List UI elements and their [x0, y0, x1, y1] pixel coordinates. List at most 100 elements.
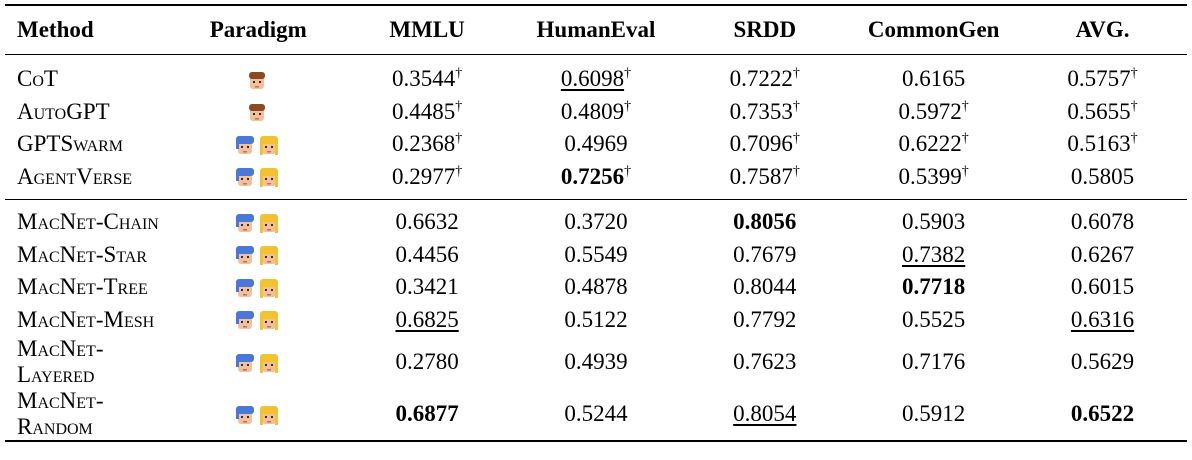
paradigm-cell: [174, 55, 343, 96]
paradigm-cell: [174, 128, 343, 161]
score-value: 0.6825: [395, 306, 459, 332]
score-cell: 0.5163†: [1018, 128, 1187, 161]
table-row: CoT 0.3544† 0.6098† 0.7222† 0.6165 0.5757†: [5, 55, 1187, 96]
score-cell: 0.5757†: [1018, 55, 1187, 96]
score-value: 0.5629: [1070, 349, 1135, 374]
column-header: SRDD: [733, 17, 797, 42]
score-value: 0.6078: [1070, 209, 1135, 235]
score-value: 0.6632: [395, 209, 459, 235]
table-body: CoT 0.3544† 0.6098† 0.7222† 0.6165 0.5757† Aut…: [5, 55, 1187, 441]
score-value: 0.3720: [564, 209, 628, 235]
score-cell: 0.6222†: [849, 128, 1018, 161]
score-value: 0.7096: [729, 131, 793, 157]
method-name: MacNet-Chain: [17, 209, 159, 235]
score-value: 0.4456: [395, 241, 459, 267]
paradigm-icon: [236, 213, 279, 233]
score-cell: 0.6877: [343, 388, 512, 441]
column-header: Method: [17, 17, 94, 42]
score-value: 0.7353: [729, 98, 793, 124]
score-value: 0.3544: [391, 66, 456, 92]
paradigm-cell: [174, 96, 343, 129]
page: Method Paradigm MMLU HumanEval SRDD CommonGen…: [0, 4, 1192, 460]
score-cell: 0.6825: [343, 304, 512, 337]
score-cell: 0.3720: [512, 200, 681, 239]
score-value: 0.6522: [1070, 401, 1135, 426]
score-cell: 0.4878: [512, 271, 681, 304]
significance-mark: †: [455, 131, 463, 147]
score-value: 0.7792: [733, 306, 797, 332]
score-value: 0.4969: [564, 131, 628, 157]
score-cell: 0.8044: [680, 271, 849, 304]
score-cell: 0.7222†: [680, 55, 849, 96]
significance-mark: †: [455, 163, 463, 179]
score-cell: 0.5525: [849, 304, 1018, 337]
score-cell: 0.8056: [680, 200, 849, 239]
score-cell: 0.3421: [343, 271, 512, 304]
paradigm-cell: [174, 239, 343, 272]
score-value: 0.7256: [560, 163, 625, 189]
paradigm-icon: [236, 278, 279, 298]
score-value: 0.7679: [733, 241, 797, 267]
score-value: 0.5549: [564, 241, 628, 267]
column-header: AVG.: [1075, 17, 1130, 42]
score-value: 0.8054: [733, 401, 797, 426]
table-row: MacNet-Layered 0.2780 0.4939 0.7623 0.7176 0.…: [5, 336, 1187, 388]
method-name: MacNet-Tree: [17, 274, 148, 300]
score-value: 0.5805: [1070, 163, 1135, 189]
score-value: 0.4485: [391, 98, 456, 124]
paradigm-icon: [249, 104, 266, 122]
score-value: 0.6267: [1070, 241, 1135, 267]
method-name: GPTSwarm: [17, 131, 124, 157]
score-cell: 0.5122: [512, 304, 681, 337]
score-cell: 0.4485†: [343, 96, 512, 129]
score-cell: 0.7679: [680, 239, 849, 272]
score-value: 0.6877: [395, 401, 459, 426]
paradigm-icon: [236, 246, 279, 266]
significance-mark: †: [624, 98, 632, 114]
column-header: MMLU: [389, 17, 465, 42]
score-cell: 0.5972†: [849, 96, 1018, 129]
method-name: MacNet-Layered: [17, 336, 104, 387]
method-name: AgentVerse: [5, 160, 174, 200]
score-cell: 0.6316: [1018, 304, 1187, 337]
score-cell: 0.5244: [512, 388, 681, 441]
score-cell: 0.7096†: [680, 128, 849, 161]
score-cell: 0.6267: [1018, 239, 1187, 272]
score-cell: 0.7176: [849, 336, 1018, 388]
column-header: HumanEval: [536, 17, 656, 42]
paradigm-cell: [174, 388, 343, 441]
table-row: GPTSwarm 0.2368† 0.4969 0.7096† 0.6222† 0.516…: [5, 128, 1187, 161]
paradigm-cell: [174, 304, 343, 337]
score-value: 0.5244: [564, 401, 628, 426]
score-value: 0.7623: [733, 349, 797, 374]
score-cell: 0.7382: [849, 239, 1018, 272]
score-cell: 0.4456: [343, 239, 512, 272]
score-value: 0.5903: [902, 209, 966, 235]
score-cell: 0.5549: [512, 239, 681, 272]
table-row: MacNet-Star 0.4456 0.5549 0.7679 0.7382 0.626…: [5, 239, 1187, 272]
score-cell: 0.5903: [849, 200, 1018, 239]
paradigm-icon: [236, 311, 279, 331]
header-row: Method Paradigm MMLU HumanEval SRDD CommonGen…: [5, 5, 1187, 55]
score-value: 0.5912: [902, 401, 966, 426]
score-cell: 0.7587†: [680, 160, 850, 200]
score-value: 0.5757: [1067, 66, 1131, 92]
score-cell: 0.6522: [1018, 388, 1187, 441]
score-value: 0.5525: [902, 306, 966, 332]
score-cell: 0.6015: [1018, 271, 1187, 304]
paradigm-icon: [236, 405, 279, 425]
significance-mark: †: [792, 163, 800, 179]
score-cell: 0.4939: [512, 336, 681, 388]
score-value: 0.7176: [902, 349, 966, 374]
score-cell: 0.8054: [680, 388, 849, 441]
score-cell: 0.5655†: [1018, 96, 1187, 129]
significance-mark: †: [961, 163, 969, 179]
score-value: 0.5399: [898, 163, 962, 189]
significance-mark: †: [792, 98, 800, 114]
score-cell: 0.6078: [1018, 200, 1187, 239]
column-header: Paradigm: [209, 17, 307, 42]
score-value: 0.8044: [733, 274, 797, 300]
score-cell: 0.5912: [849, 388, 1018, 441]
method-name: MacNet-Random: [17, 388, 104, 439]
significance-mark: †: [455, 98, 463, 114]
